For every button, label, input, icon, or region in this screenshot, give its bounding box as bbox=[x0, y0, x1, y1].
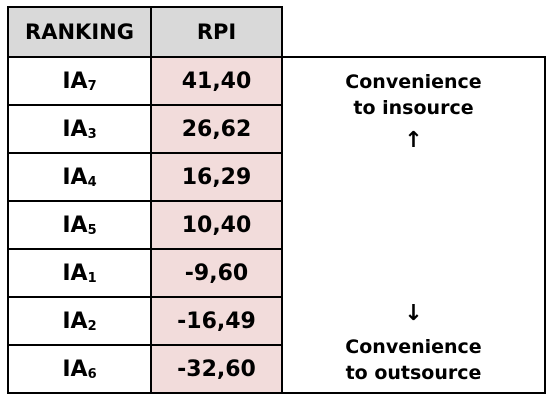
ranking-table: RANKING RPI IA7 41,40 Convenience to ins… bbox=[7, 6, 546, 394]
ranking-cell: IA6 bbox=[7, 344, 152, 394]
ranking-cell: IA1 bbox=[7, 248, 152, 298]
rpi-cell: 26,62 bbox=[150, 104, 283, 154]
outsource-note: ↓ Convenience to outsource bbox=[283, 300, 544, 386]
insource-note: Convenience to insource ↑ bbox=[283, 69, 544, 155]
table-row: IA5 10,40 bbox=[7, 200, 545, 250]
rpi-cell: 10,40 bbox=[150, 200, 283, 250]
ranking-cell: IA2 bbox=[7, 296, 152, 346]
rpi-cell: -9,60 bbox=[150, 248, 283, 298]
table-body: IA7 41,40 Convenience to insource ↑ ↓ Co… bbox=[7, 56, 546, 394]
header-ranking: RANKING bbox=[7, 6, 152, 58]
ranking-cell: IA7 bbox=[7, 56, 152, 106]
rpi-cell: 16,29 bbox=[150, 152, 283, 202]
table-row: IA2 -16,49 bbox=[7, 296, 545, 346]
table-row: IA7 41,40 Convenience to insource ↑ ↓ Co… bbox=[7, 56, 546, 394]
table-row: IA1 -9,60 bbox=[7, 248, 545, 298]
ranking-cell: IA5 bbox=[7, 200, 152, 250]
convenience-note: Convenience to insource ↑ ↓ Convenience … bbox=[281, 56, 546, 394]
table-row: IA4 16,29 bbox=[7, 152, 545, 202]
ranking-cell: IA4 bbox=[7, 152, 152, 202]
rpi-cell: -16,49 bbox=[150, 296, 283, 346]
rpi-cell: -32,60 bbox=[150, 344, 283, 394]
down-arrow-icon: ↓ bbox=[404, 301, 423, 326]
header-rpi: RPI bbox=[150, 6, 283, 58]
header-blank bbox=[282, 7, 545, 57]
rpi-cell: 41,40 bbox=[150, 56, 283, 106]
table-row: IA6 -32,60 bbox=[7, 344, 545, 394]
ranking-cell: IA3 bbox=[7, 104, 152, 154]
up-arrow-icon: ↑ bbox=[404, 128, 423, 153]
table-row: IA3 26,62 bbox=[7, 104, 545, 154]
